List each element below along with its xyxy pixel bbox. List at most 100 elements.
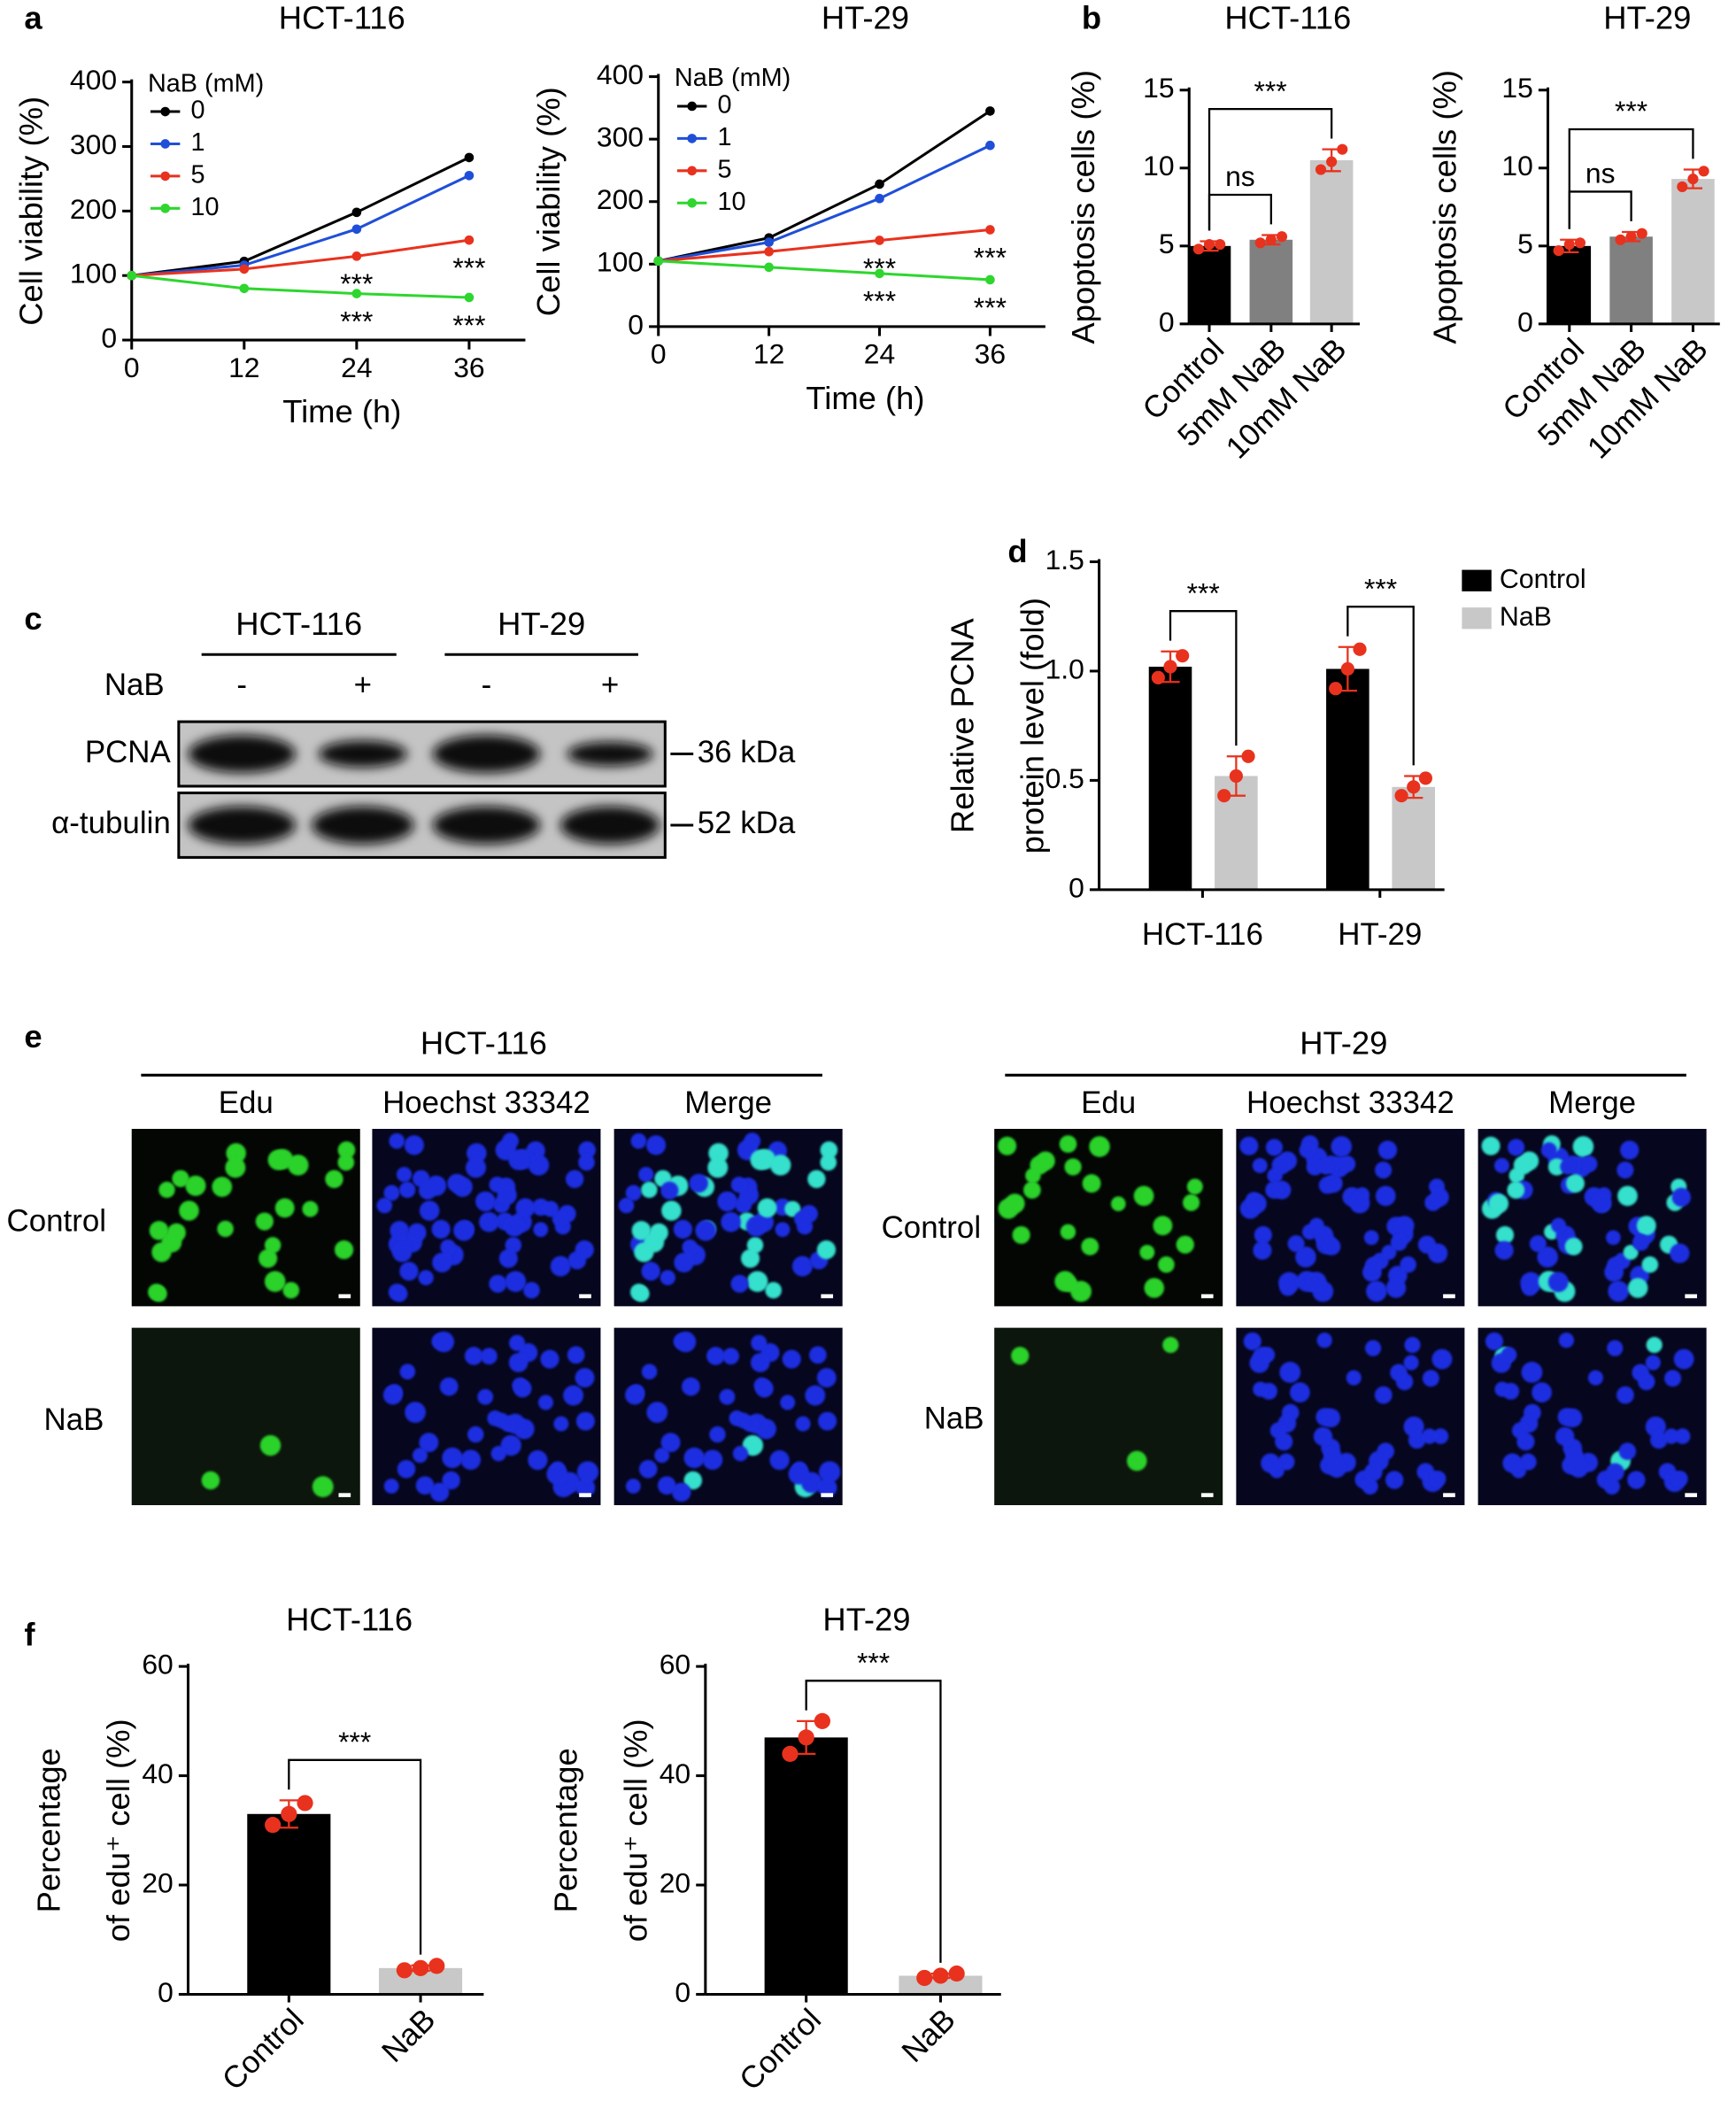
replicate-point [1636, 228, 1647, 239]
nucleus [489, 1274, 507, 1293]
nucleus [1323, 1237, 1341, 1255]
nucleus [337, 1141, 356, 1159]
nucleus [576, 1461, 599, 1483]
nucleus [1431, 1348, 1453, 1370]
nucleus [419, 1201, 440, 1221]
chart-title: HT-29 [1603, 0, 1691, 35]
nucleus [432, 1252, 452, 1273]
scale-bar [821, 1493, 834, 1497]
nucleus [1616, 1386, 1634, 1404]
replicate-point [1215, 238, 1226, 251]
replicate-point [916, 1969, 933, 1987]
nucleus [805, 1385, 826, 1406]
nucleus [512, 1377, 529, 1394]
annotation: *** [452, 251, 485, 283]
nucleus [1632, 1233, 1649, 1251]
nucleus [1488, 1194, 1509, 1214]
nucleus [1551, 1217, 1566, 1233]
nucleus [433, 1331, 455, 1353]
nucleus [567, 1346, 585, 1364]
bracket [1207, 193, 1272, 231]
lane-label: - [482, 668, 492, 702]
nucleus [1183, 1194, 1200, 1211]
nucleus [267, 1149, 289, 1170]
y-tick-label: 100 [597, 246, 644, 278]
channel-label: Edu [219, 1085, 274, 1120]
nucleus [1277, 1453, 1295, 1471]
nucleus [630, 1132, 647, 1149]
nucleus [1620, 1140, 1640, 1160]
panel-letter: e [24, 1018, 42, 1054]
legend-dot [687, 166, 697, 176]
data-point [985, 225, 995, 235]
nucleus [274, 1198, 295, 1218]
nucleus [1261, 1453, 1281, 1473]
series-line [131, 174, 470, 277]
nucleus [396, 1166, 413, 1183]
y-tick-label: 40 [142, 1758, 173, 1789]
y-tick-label: 200 [597, 183, 644, 215]
channel-label: Merge [684, 1085, 772, 1120]
nucleus [634, 1242, 654, 1263]
channel-label: Merge [1548, 1085, 1636, 1120]
nucleus [1587, 1370, 1603, 1386]
replicate-point [1241, 749, 1255, 763]
nucleus [397, 1459, 416, 1479]
nucleus [1572, 1136, 1594, 1157]
data-point [464, 152, 475, 163]
nucleus [264, 1271, 286, 1293]
replicate-point [1276, 231, 1288, 243]
protein-label: PCNA [85, 735, 172, 769]
y-axis-label: Relative PCNA [944, 618, 980, 834]
nucleus [702, 1449, 723, 1471]
y-axis-label: Apoptosis cells (%) [1065, 70, 1101, 344]
nucleus [1254, 1225, 1272, 1244]
nucleus [1650, 1431, 1668, 1449]
nucleus [1495, 1225, 1515, 1244]
nucleus [1023, 1181, 1041, 1199]
y-tick-label: 0 [675, 1976, 691, 2008]
y-tick-label: 0 [1159, 305, 1175, 337]
nucleus [405, 1402, 426, 1424]
band [318, 740, 407, 768]
band [559, 806, 660, 845]
nucleus [489, 1177, 505, 1194]
replicate-point [948, 1965, 965, 1982]
x-tick-label: 24 [864, 338, 895, 370]
scale-bar [1685, 1294, 1697, 1299]
nucleus [1265, 1181, 1283, 1199]
nucleus [490, 1446, 506, 1462]
annotation: *** [452, 309, 485, 341]
nucleus [312, 1476, 334, 1498]
x-tick-label: HT-29 [1338, 917, 1422, 952]
nucleus [625, 1479, 641, 1494]
replicate-point [1329, 682, 1343, 696]
significance-label: ns [1586, 158, 1616, 189]
series-line [658, 143, 991, 263]
nucleus [1126, 1450, 1147, 1472]
annotation: *** [863, 285, 896, 317]
y-tick-label: 40 [660, 1758, 691, 1789]
nucleus [730, 1177, 747, 1194]
nucleus [1381, 1244, 1397, 1260]
nucleus [1547, 1158, 1566, 1176]
nucleus [1481, 1136, 1501, 1155]
nucleus [746, 1271, 768, 1293]
replicate-point [1615, 234, 1626, 245]
nucleus [782, 1349, 801, 1369]
nucleus [1564, 1237, 1583, 1255]
replicate-point [1394, 789, 1408, 803]
nucleus [1346, 1370, 1362, 1386]
nucleus [1428, 1243, 1448, 1263]
nucleus [388, 1283, 405, 1301]
nucleus [1502, 1453, 1523, 1473]
nucleus [1562, 1408, 1583, 1428]
legend-label: 0 [191, 97, 205, 125]
nucleus [788, 1463, 810, 1485]
bracket [1169, 610, 1238, 746]
replicate-point [428, 1958, 445, 1974]
nucleus [1608, 1280, 1629, 1302]
cell-line-label: HCT-116 [235, 606, 362, 642]
nucleus [460, 1449, 482, 1471]
bar [1671, 179, 1715, 324]
